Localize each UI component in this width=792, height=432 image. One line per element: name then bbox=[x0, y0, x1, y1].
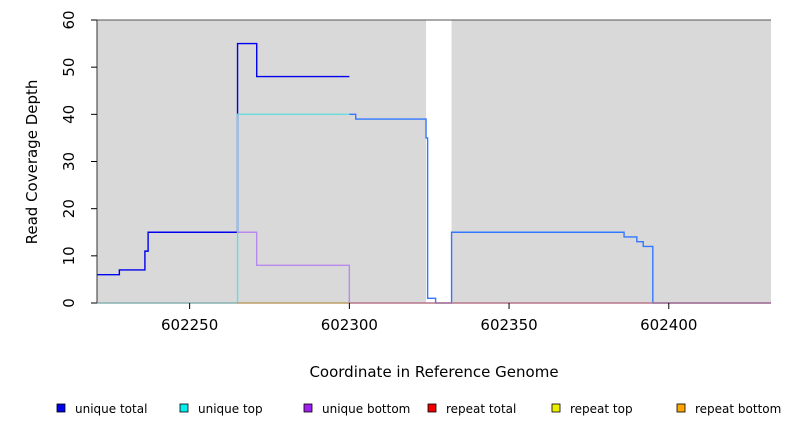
y-tick-label: 10 bbox=[60, 246, 78, 265]
y-tick-label: 40 bbox=[60, 105, 78, 124]
x-axis-title: Coordinate in Reference Genome bbox=[309, 363, 558, 381]
y-tick-label: 0 bbox=[60, 298, 78, 308]
legend-label: unique total bbox=[75, 402, 147, 416]
legend-swatch bbox=[676, 403, 686, 413]
x-axis-ticks: 602250 602300 602350 602400 bbox=[161, 303, 697, 334]
x-tick-label: 602350 bbox=[480, 316, 537, 334]
legend-swatch bbox=[551, 403, 561, 413]
y-tick-label: 20 bbox=[60, 199, 78, 218]
legend-label: repeat bottom bbox=[695, 402, 781, 416]
series-line-unique-total bbox=[97, 42, 350, 276]
series-line-unique-bottom bbox=[237, 231, 351, 303]
y-axis-ticks: 0 10 20 30 40 50 60 bbox=[60, 10, 97, 308]
legend: unique total unique top unique bottom repea… bbox=[56, 402, 781, 416]
y-axis-title: Read Coverage Depth bbox=[23, 80, 41, 245]
shaded-region bbox=[97, 20, 427, 303]
y-tick-label: 50 bbox=[60, 58, 78, 77]
x-tick-label: 602300 bbox=[321, 316, 378, 334]
x-tick-label: 602400 bbox=[640, 316, 697, 334]
legend-swatch bbox=[427, 403, 437, 413]
shaded-regions bbox=[97, 20, 771, 303]
legend-swatch bbox=[303, 403, 313, 413]
legend-label: repeat top bbox=[570, 402, 633, 416]
legend-label: repeat total bbox=[446, 402, 516, 416]
series-line-unique-total bbox=[349, 113, 771, 304]
x-tick-label: 602250 bbox=[161, 316, 218, 334]
legend-swatch bbox=[56, 403, 66, 413]
y-tick-label: 30 bbox=[60, 152, 78, 171]
legend-label: unique top bbox=[198, 402, 263, 416]
y-tick-label: 60 bbox=[60, 10, 78, 29]
legend-swatch bbox=[179, 403, 189, 413]
legend-label: unique bottom bbox=[322, 402, 410, 416]
shaded-region bbox=[451, 20, 771, 303]
